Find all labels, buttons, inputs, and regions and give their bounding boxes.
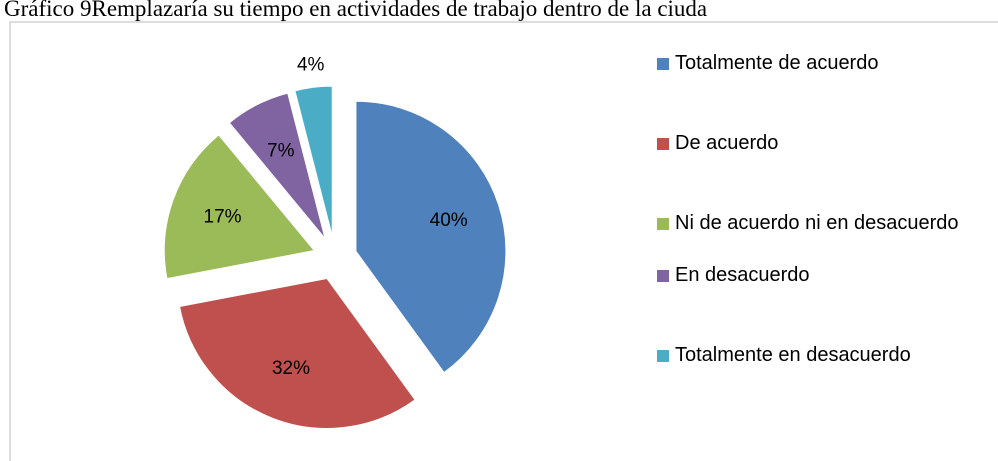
- legend-label: De acuerdo: [675, 132, 779, 154]
- pie-slice: [178, 277, 416, 429]
- slice-label: 40%: [430, 210, 468, 231]
- legend-label: Ni de acuerdo ni en desacuerdo: [675, 212, 959, 234]
- legend: Totalmente de acuerdo De acuerdo Ni de acu…: [653, 48, 983, 420]
- legend-label: Totalmente de acuerdo: [675, 52, 879, 74]
- chart-frame: [9, 21, 998, 461]
- legend-swatch: [657, 350, 669, 362]
- slice-label: 7%: [267, 141, 295, 162]
- legend-item: En desacuerdo: [653, 260, 980, 290]
- legend-item: Totalmente en desacuerdo: [653, 340, 980, 370]
- slice-label: 4%: [297, 55, 325, 76]
- legend-label: En desacuerdo: [675, 264, 810, 286]
- legend-item: Ni de acuerdo ni en desacuerdo: [653, 208, 980, 238]
- legend-item: Totalmente de acuerdo: [653, 48, 980, 78]
- legend-swatch: [657, 58, 669, 70]
- legend-swatch: [657, 270, 669, 282]
- pie-slice: [228, 92, 326, 239]
- pie-slice: [294, 85, 333, 237]
- legend-swatch: [657, 138, 669, 150]
- chart-title: Gráfico 9Remplazaría su tiempo en activi…: [4, 0, 708, 21]
- legend-label: Totalmente en desacuerdo: [675, 344, 911, 366]
- pie-slice: [163, 134, 316, 280]
- slice-label: 32%: [272, 358, 310, 379]
- pie-slice: [355, 100, 507, 374]
- legend-item: De acuerdo: [653, 128, 980, 158]
- legend-swatch: [657, 218, 669, 230]
- slice-label: 17%: [204, 207, 242, 228]
